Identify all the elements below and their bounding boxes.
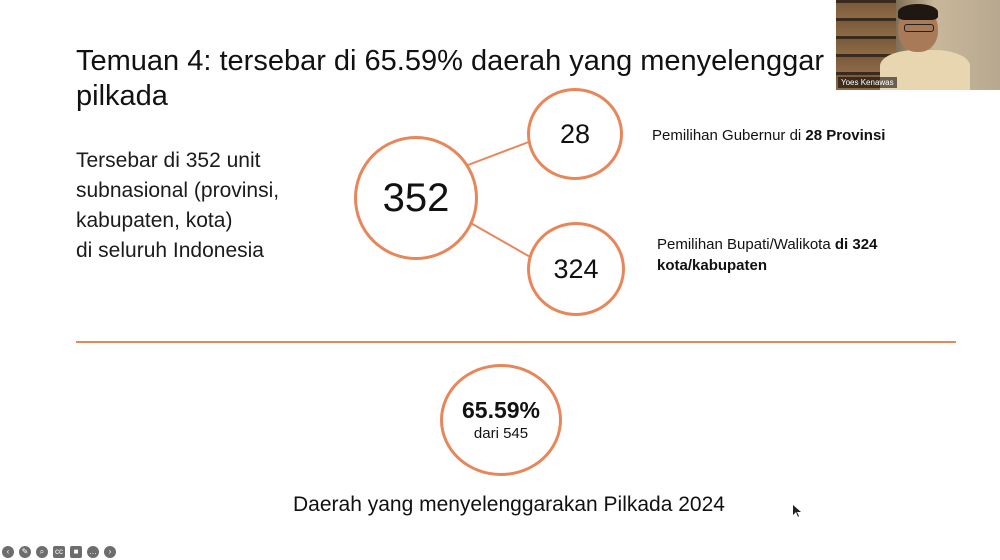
mouse-cursor-icon [793, 505, 801, 517]
regent-desc-bold: di 324 kota/kabupaten [657, 236, 878, 274]
circle-cities-regencies: 324 [527, 222, 625, 316]
presentation-toolbar: ‹ ✎ ⌕ cc ■ … › [2, 545, 116, 559]
provinces-value: 28 [559, 118, 591, 149]
camera-icon[interactable]: ■ [70, 546, 82, 558]
participant-glasses [904, 24, 934, 32]
percentage-subtext: dari 545 [473, 425, 529, 442]
circle-total-units: 352 [354, 136, 478, 260]
slide-title-line1: Temuan 4: tersebar di 65.59% daerah yang… [76, 45, 825, 77]
percentage-value: 65.59% [461, 397, 540, 423]
connector-bottom [461, 217, 533, 259]
total-units-value: 352 [382, 175, 450, 220]
summary-line: di seluruh Indonesia [76, 239, 264, 262]
regent-election-desc: Pemilihan Bupati/Walikota di 324 kota/ka… [657, 234, 937, 276]
participant-video-tile[interactable]: Yoes Kenawas [836, 0, 1000, 90]
governor-desc-bold: 28 Provinsi [805, 127, 886, 144]
captions-icon[interactable]: cc [53, 546, 65, 558]
bottom-caption: Daerah yang menyelenggarakan Pilkada 202… [293, 493, 725, 516]
circle-provinces: 28 [527, 88, 623, 180]
regent-desc-plain: Pemilihan Bupati/Walikota [657, 236, 835, 253]
governor-election-desc: Pemilihan Gubernur di 28 Provinsi [652, 125, 952, 146]
more-icon[interactable]: … [87, 546, 99, 558]
cities-regencies-value: 324 [553, 253, 599, 284]
slide-title: Temuan 4: tersebar di 65.59% daerah yang… [76, 44, 836, 114]
summary-line: kabupaten, kota) [76, 209, 233, 232]
summary-line: subnasional (provinsi, [76, 179, 280, 202]
forward-icon[interactable]: › [104, 546, 116, 558]
summary-line: Tersebar di 352 unit [76, 149, 261, 172]
participant-hair [898, 4, 938, 20]
slide-title-line2: pilkada [76, 80, 168, 112]
circle-percentage: 65.59% dari 545 [440, 364, 562, 476]
participant-name: Yoes Kenawas [838, 77, 897, 88]
summary-text: Tersebar di 352 unit subnasional (provin… [76, 146, 346, 266]
pen-icon[interactable]: ✎ [19, 546, 31, 558]
divider-line [76, 341, 956, 343]
governor-desc-plain: Pemilihan Gubernur di [652, 127, 806, 144]
zoom-icon[interactable]: ⌕ [36, 546, 48, 558]
connector-top [459, 139, 535, 169]
back-icon[interactable]: ‹ [2, 546, 14, 558]
